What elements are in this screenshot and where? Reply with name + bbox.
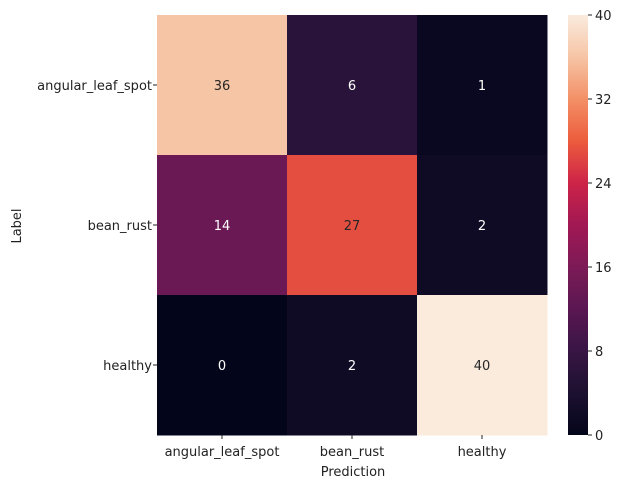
heatmap-cell: [287, 15, 418, 156]
cell-value-label: 0: [218, 359, 226, 374]
heatmap-cell: [417, 155, 548, 296]
cell-value-label: 1: [478, 79, 486, 94]
heatmap-cells: [157, 15, 548, 436]
colorbar: 0 8 16 24 32 40: [568, 9, 612, 444]
colorbar-tick-label: 8: [595, 345, 603, 360]
colorbar-tick-label: 16: [595, 261, 612, 276]
heatmap-cell: [417, 15, 548, 156]
colorbar-gradient: [568, 15, 588, 435]
x-axis-ticks: angular_leaf_spot bean_rust healthy: [165, 435, 507, 460]
cell-value-label: 36: [214, 79, 231, 94]
colorbar-tick-label: 0: [595, 429, 603, 444]
y-tick-label: bean_rust: [88, 219, 152, 234]
y-axis-title: Label: [10, 208, 25, 243]
heatmap-cell: [417, 295, 548, 436]
cell-value-label: 40: [474, 359, 491, 374]
y-tick-label: angular_leaf_spot: [37, 79, 152, 94]
heatmap-cell: [157, 295, 288, 436]
colorbar-tick-label: 24: [595, 177, 612, 192]
x-axis-title: Prediction: [321, 465, 386, 480]
heatmap-cell-labels: 36 6 1 14 27 2 0 2 40: [214, 79, 491, 374]
cell-value-label: 6: [348, 79, 356, 94]
colorbar-tick-label: 40: [595, 9, 612, 24]
colorbar-tick-label: 32: [595, 93, 612, 108]
y-tick-label: healthy: [103, 359, 152, 374]
heatmap-cell: [287, 295, 418, 436]
x-tick-label: healthy: [458, 445, 507, 460]
x-tick-label: bean_rust: [320, 445, 384, 460]
heatmap-cell: [157, 15, 288, 156]
cell-value-label: 27: [344, 219, 361, 234]
cell-value-label: 2: [478, 219, 486, 234]
cell-value-label: 2: [348, 359, 356, 374]
heatmap-cell: [287, 155, 418, 296]
heatmap-cell: [157, 155, 288, 296]
cell-value-label: 14: [214, 219, 231, 234]
x-tick-label: angular_leaf_spot: [165, 445, 280, 460]
